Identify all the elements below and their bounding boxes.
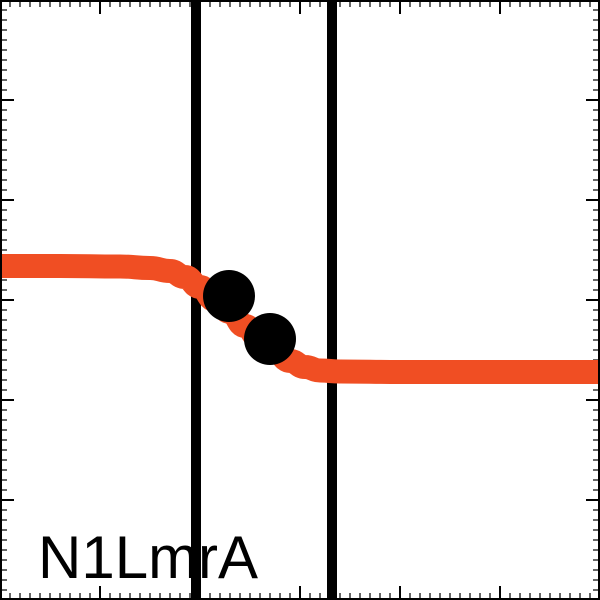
data-point-1 [203,270,255,322]
data-point-2 [244,313,296,365]
data-series [0,254,600,385]
panel-label: N1LmrA [38,524,258,591]
vertical-reference-lines [191,0,337,600]
series-line-1 [0,254,600,385]
data-markers [203,270,296,365]
